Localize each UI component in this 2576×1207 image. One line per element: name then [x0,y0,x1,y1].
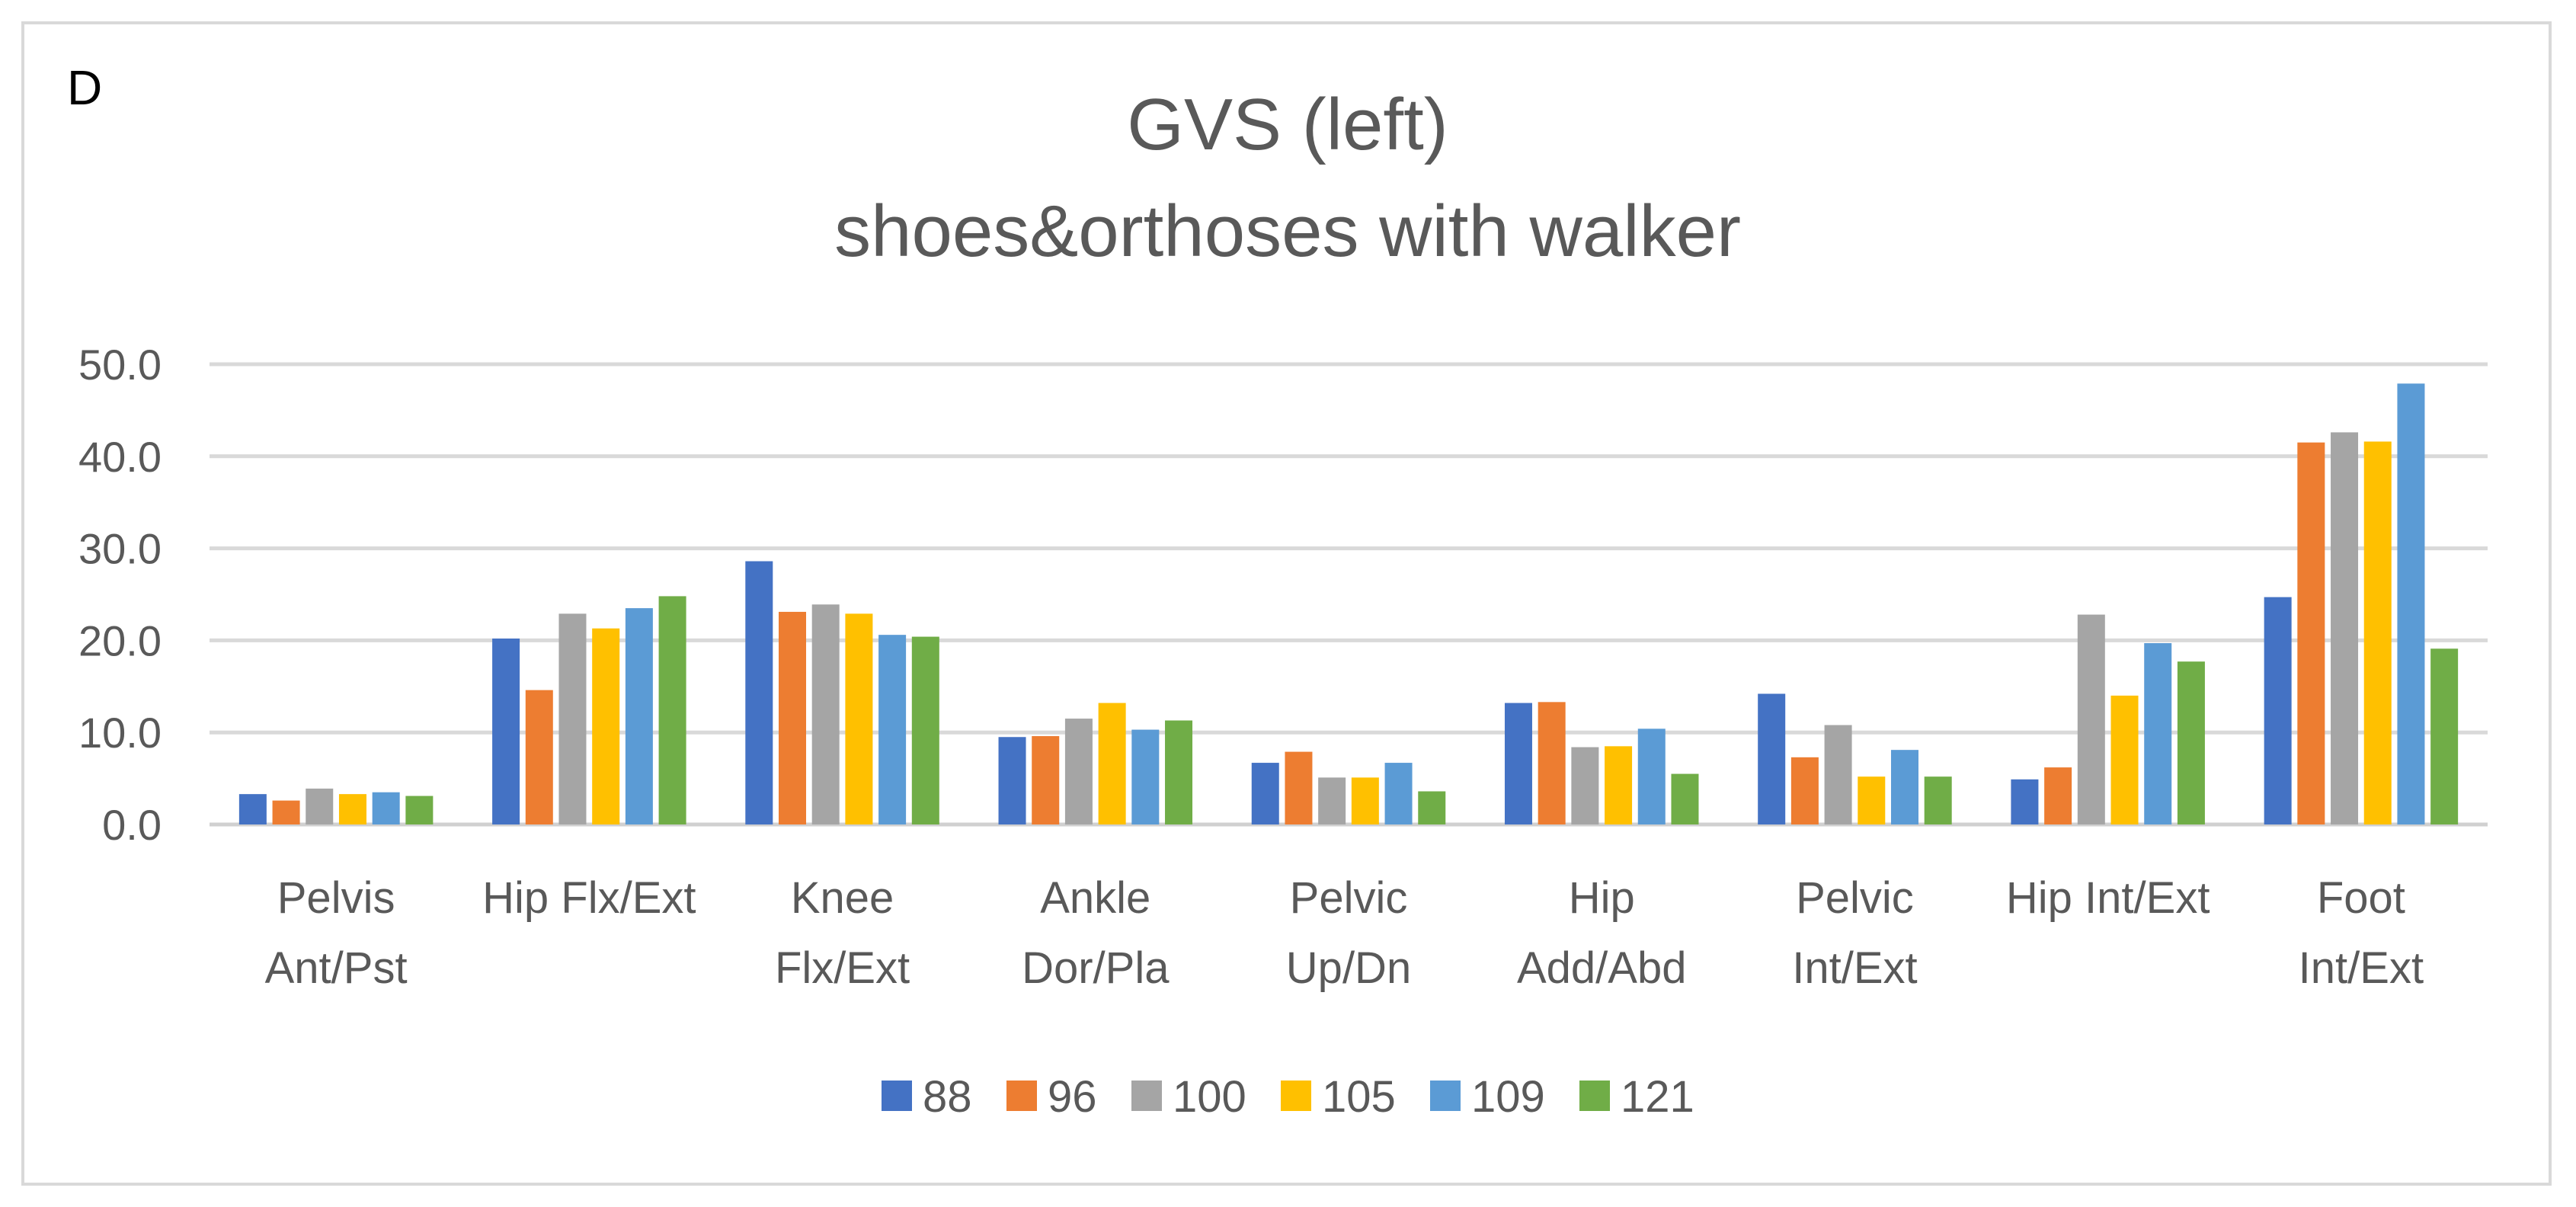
legend-label: 88 [923,1072,972,1122]
bar-109 [878,635,907,824]
bar-100 [306,788,334,824]
bar-96 [1032,736,1060,824]
legend-swatch [882,1081,912,1111]
x-tick-label: Pelvic [1290,873,1408,923]
bar-100 [2331,432,2359,824]
category-labels: Pelvis Ant/Pst Hip Flx/Ext Knee Flx/Ext Ankle… [265,873,2424,993]
bar-100 [1064,719,1093,824]
bar-109 [2144,643,2172,824]
y-tick-label: 20.0 [78,616,162,664]
bar-88 [998,737,1026,824]
bar-100 [811,604,840,824]
bar-109 [1890,750,1918,824]
legend-label: 100 [1173,1072,1246,1122]
gridlines [210,362,2488,827]
legend-swatch [1281,1081,1311,1111]
bar-88 [238,794,267,824]
bar-105 [2363,441,2392,824]
bar-88 [2011,779,2039,824]
x-tick-label: Hip [1569,873,1635,923]
bar-105 [1605,746,1633,824]
bar-88 [1504,703,1532,824]
bar-96 [2297,442,2325,824]
bar-121 [1165,720,1193,824]
legend-label: 96 [1048,1072,1097,1122]
bar-88 [2264,597,2292,824]
legend-swatch [1430,1081,1461,1111]
legend-swatch [1131,1081,1162,1111]
bar-121 [405,796,434,824]
bar-121 [658,596,686,824]
bar-121 [1924,776,1952,824]
bar-121 [2430,648,2459,824]
y-tick-label: 40.0 [78,433,162,481]
panel-label: D [67,60,103,115]
bar-105 [1351,777,1379,824]
bar-105 [1858,776,1886,824]
x-tick-label: Knee [791,873,894,923]
y-tick-label: 0.0 [102,801,162,849]
bar-96 [1285,751,1313,824]
bar-96 [779,611,807,824]
x-tick-label: Add/Abd [1517,943,1687,993]
x-tick-label: Flx/Ext [775,943,910,993]
bar-100 [1571,747,1599,824]
chart-subtitle: shoes&orthoses with walker [834,190,1741,272]
y-tick-label: 30.0 [78,525,162,573]
bar-88 [492,638,520,824]
bar-109 [1131,729,1160,824]
bar-96 [1538,702,1566,824]
x-tick-label: Foot [2317,873,2405,923]
bar-105 [2110,695,2139,824]
bar-96 [525,690,553,824]
bar-100 [558,613,587,824]
x-tick-label: Int/Ext [1792,943,1917,993]
bar-109 [1637,728,1666,824]
bar-109 [2397,383,2425,824]
x-tick-label: Hip Flx/Ext [482,873,696,923]
bar-88 [745,561,773,824]
x-tick-label: Ant/Pst [265,943,408,993]
chart-frame [21,21,2552,1186]
legend-label: 109 [1471,1072,1545,1122]
bar-96 [272,800,300,824]
bar-100 [1318,777,1346,824]
bar-88 [1758,693,1786,824]
bar-121 [911,636,939,824]
legend-label: 105 [1322,1072,1396,1122]
bar-105 [592,628,620,824]
x-tick-label: Up/Dn [1286,943,1411,993]
bar-105 [845,613,873,824]
legend-swatch [1006,1081,1037,1111]
x-tick-label: Int/Ext [2299,943,2424,993]
y-axis-ticks: 0.0 10.0 20.0 30.0 40.0 50.0 [78,341,162,849]
chart-title: GVS (left) [1127,84,1448,165]
bar-96 [1790,757,1819,824]
bars [238,383,2459,824]
bar-109 [1384,763,1413,824]
y-tick-label: 50.0 [78,341,162,389]
bar-105 [338,794,366,824]
bar-121 [1671,773,1699,824]
bar-100 [1824,725,1852,824]
x-tick-label: Pelvic [1796,873,1914,923]
x-tick-label: Ankle [1040,873,1150,923]
x-tick-label: Pelvis [277,873,395,923]
y-tick-label: 10.0 [78,709,162,757]
bar-105 [1098,703,1126,824]
legend: 88 96 100 105 109 121 [882,1072,1694,1122]
x-tick-label: Dor/Pla [1022,943,1170,993]
legend-label: 121 [1621,1072,1694,1122]
bar-100 [2077,614,2105,824]
bar-121 [2177,661,2205,824]
bar-96 [2044,767,2072,824]
x-tick-label: Hip Int/Ext [2006,873,2210,923]
bar-109 [625,608,653,824]
legend-swatch [1579,1081,1610,1111]
bar-109 [372,792,400,824]
bar-88 [1251,763,1279,824]
bar-121 [1418,791,1446,824]
